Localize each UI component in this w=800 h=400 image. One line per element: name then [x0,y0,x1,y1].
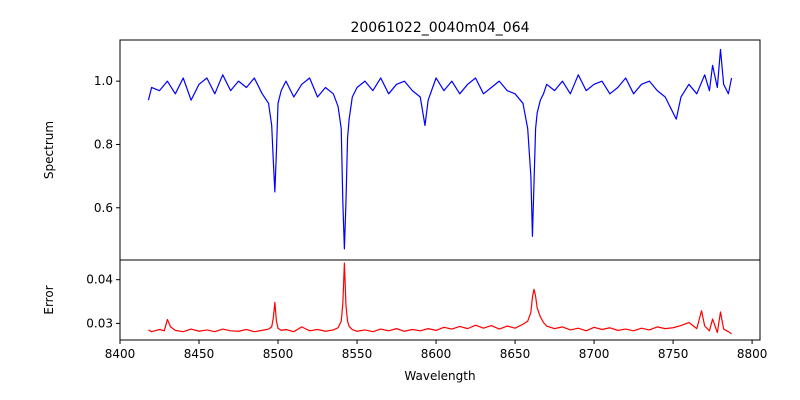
spectrum-y-tick-label: 1.0 [94,74,113,88]
x-tick-label: 8400 [105,347,136,361]
x-tick-label: 8450 [184,347,215,361]
chart-title: 20061022_0040m04_064 [350,20,529,36]
spectrum-y-axis-label: Spectrum [42,121,56,179]
spectrum-y-ticks: 0.6 0.8 1.0 [94,74,120,215]
x-tick-label: 8700 [579,347,610,361]
error-y-axis-label: Error [42,285,56,314]
x-tick-label: 8800 [737,347,768,361]
x-tick-label: 8550 [342,347,373,361]
error-series-line-0 [148,262,732,335]
error-axes-frame [119,259,761,341]
x-tick-label: 8600 [421,347,452,361]
error-y-tick-label: 0.03 [86,316,113,330]
spectrum-series-line-0 [147,48,733,250]
x-tick-label: 8750 [658,347,689,361]
spectrum-y-tick-label: 0.6 [94,201,113,215]
error-y-tick-label: 0.04 [86,273,113,287]
error-series [148,262,732,335]
x-axis-label: Wavelength [404,369,475,383]
error-y-ticks: 0.03 0.04 [86,273,120,330]
error-x-ticks: 8400 8450 8500 8550 8600 8650 8700 8750 8800 [105,340,768,361]
x-tick-label: 8650 [500,347,531,361]
error-panel: 0.03 0.04 8400 8450 8500 8550 8600 8650 8700 875… [42,259,768,383]
spectrum-y-tick-label: 0.8 [94,137,113,151]
x-tick-label: 8500 [263,347,294,361]
spectrum-series [147,48,733,250]
